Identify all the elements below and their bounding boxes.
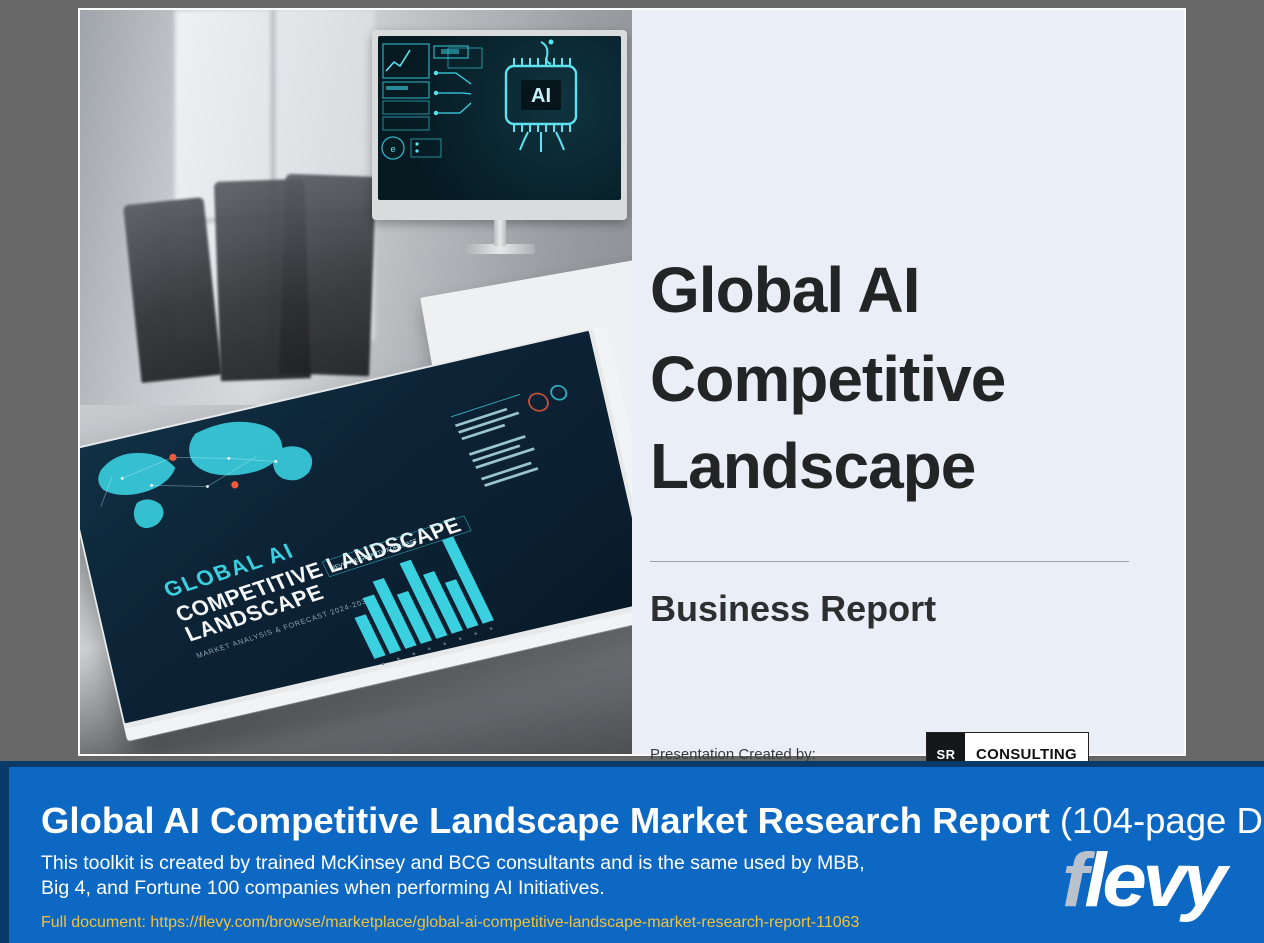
svg-text:AI: AI	[531, 85, 551, 107]
svg-text:e: e	[390, 144, 395, 154]
